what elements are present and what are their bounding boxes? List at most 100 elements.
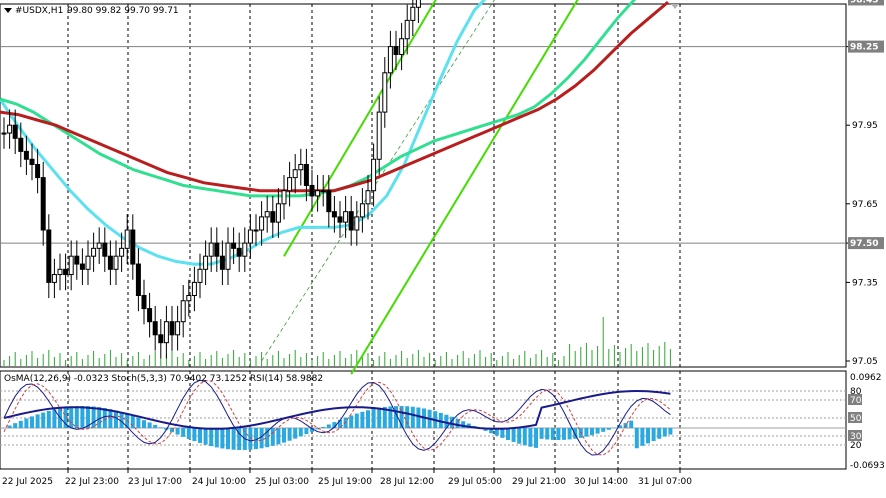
price-axis: 100.0599.9599.7199.4599.1598.8598.6598.4… [846,0,884,367]
indicator-tick-label: 80 [850,387,862,397]
candle-body [63,268,69,276]
candle-body [135,263,141,296]
candle-body [102,242,108,257]
candle-body [169,321,175,336]
candle-body [147,308,153,323]
candle-body [309,184,315,197]
candle-body [382,72,388,113]
candle-body [7,124,13,134]
symbol-label: #USDX,H1 [15,6,63,16]
candle-body [331,211,337,218]
candle-body [387,46,393,74]
series-stoch-signal [3,379,671,456]
price-candles [1,0,421,359]
triangle-down-icon[interactable] [4,8,12,13]
candle-body [275,203,281,223]
time-tick-label: 28 Jul 12:00 [380,477,434,487]
candle-body [113,255,119,270]
candle-body [175,321,181,336]
candle-body [253,229,259,232]
time-tick-label: 30 Jul 14:00 [574,477,628,487]
indicator-label: OsMA(12,26,9) -0.0323 Stoch(5,3,3) 70.94… [4,374,323,384]
indicator-label-box [848,430,862,441]
candle-body [57,268,63,276]
candle-body [410,6,416,21]
price-label-box [848,40,884,53]
candle-body [247,229,253,244]
volume-bars [3,317,671,366]
candle-body [281,190,287,205]
candle-body [303,164,309,186]
candle-body [46,229,52,283]
candle-body [415,0,421,8]
candle-body [264,211,270,218]
candle-body [91,247,97,257]
price-tick-label: 98.25 [850,43,878,53]
horizontal-levels [0,46,846,244]
time-tick-label: 29 Jul 21:00 [512,477,566,487]
candle-body [130,229,136,265]
candle-body [203,255,209,270]
candle-body [29,158,35,165]
candle-body [354,216,360,231]
candle-body [315,190,321,197]
candle-body [337,216,343,223]
candle-body [186,295,192,302]
time-tick-label: 22 Jul 2025 [2,477,53,487]
candle-body [1,132,7,135]
indicator-tick-label: 30 [850,432,862,442]
candle-body [96,242,102,249]
candle-body [320,190,326,193]
candle-body [376,111,382,160]
indicator-tick-label: 20 [850,441,862,451]
candle-body [68,255,74,276]
candle-body [348,211,354,231]
candle-body [163,321,169,344]
price-tick-label: 97.65 [852,200,878,210]
indicator-plot-area[interactable] [0,370,847,470]
price-tick-label: 97.95 [852,121,878,131]
candle-body [404,19,410,40]
series-rsi [3,389,671,430]
indicator-tick-label: -0.0693 [850,461,885,471]
series-ma_slow [0,0,669,193]
time-axis: 22 Jul 2025 22 Jul 23:00 23 Jul 17:00 24 Ju… [2,469,692,487]
indicator-label-box [848,412,862,423]
candle-body [18,137,24,152]
candle-body [191,281,197,296]
candle-body [365,190,371,205]
channel-lower [350,0,579,375]
candle-body [152,321,158,336]
candle-body [219,255,225,270]
candle-body [107,255,113,270]
candle-body [292,169,298,179]
candle-body [23,150,29,160]
main-plot-area[interactable] [0,3,847,368]
candle-body [242,242,248,257]
candle-body [231,242,237,249]
candle-body [40,177,46,231]
candle-body [119,247,125,257]
price-tick-label: 97.50 [850,239,878,249]
price-tick-label: 97.05 [852,357,878,367]
candle-body [214,242,220,257]
candle-body [35,164,41,179]
indicator-series [0,379,846,456]
indicator-tick-label: 0.0962 [850,373,882,383]
candle-body [393,46,399,55]
candle-body [12,124,18,139]
candle-body [180,300,186,323]
price-label-box [848,0,884,6]
candle-body [326,190,332,213]
time-tick-label: 22 Jul 23:00 [65,477,119,487]
candle-body [371,158,377,192]
candle-body [85,255,91,270]
candle-body [359,203,365,218]
price-tick-label: 97.35 [852,278,878,288]
chart-shift-handle[interactable] [671,4,679,9]
vertical-gridlines [67,4,681,469]
channel-upper [283,0,437,257]
candle-body [287,177,293,192]
